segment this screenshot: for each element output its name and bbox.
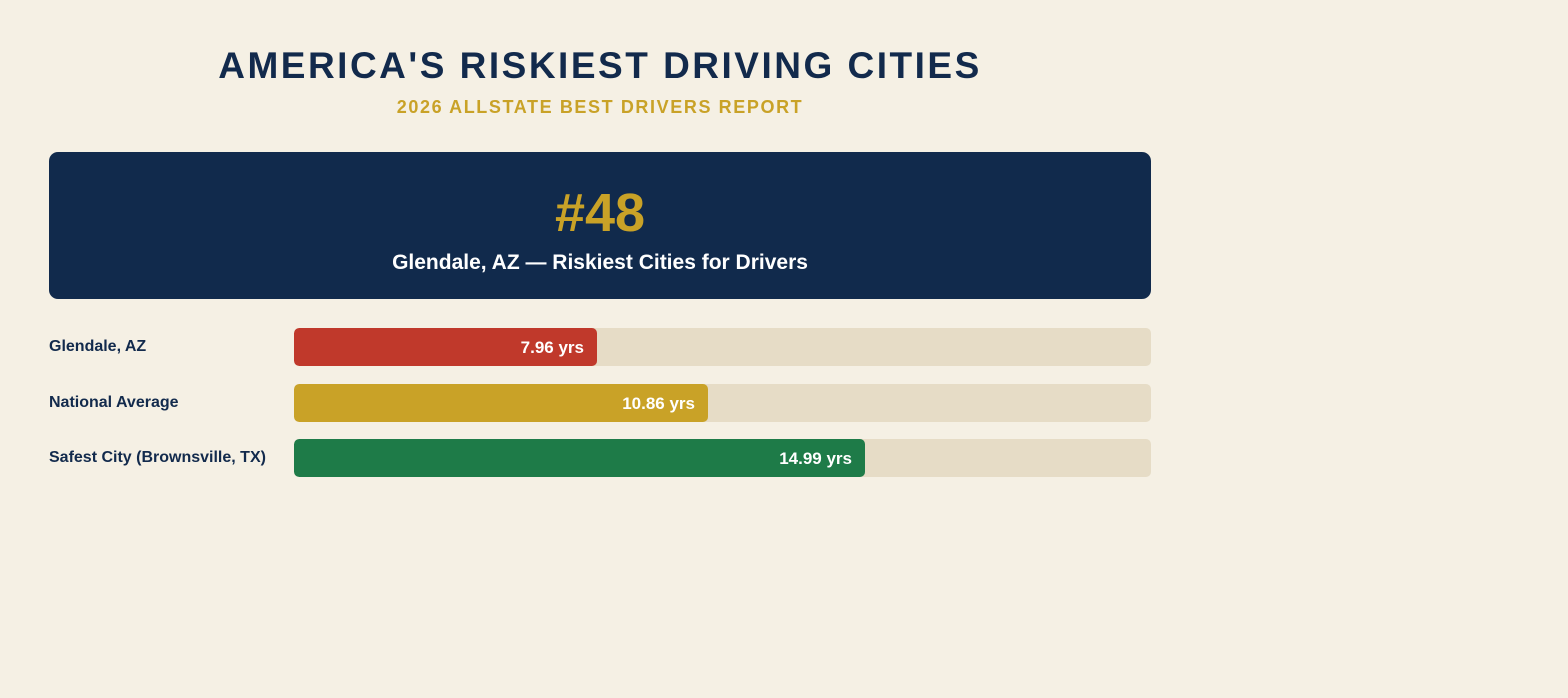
bar-value-label: 7.96 yrs [520, 338, 584, 357]
bar-label: Glendale, AZ [49, 338, 147, 355]
bar-fill: 7.96 yrs [294, 328, 597, 366]
page-title: AMERICA'S RISKIEST DRIVING CITIES [218, 45, 982, 86]
bar-track: 7.96 yrs [294, 328, 1151, 366]
header: AMERICA'S RISKIEST DRIVING CITIES 2026 A… [49, 44, 1151, 118]
bar-row: Glendale, AZ 7.96 yrs [49, 328, 1151, 366]
bar-label: Safest City (Brownsville, TX) [49, 449, 266, 466]
bar-label: National Average [49, 394, 179, 411]
rank-number: #48 [554, 183, 646, 243]
rank-caption: Glendale, AZ — Riskiest Cities for Drive… [392, 251, 808, 274]
bar-row: National Average 10.86 yrs [49, 384, 1151, 422]
comparison-bar-chart: Glendale, AZ 7.96 yrs National Average 10.8… [49, 328, 1151, 478]
bar-track: 10.86 yrs [294, 384, 1151, 422]
bar-fill: 10.86 yrs [294, 384, 708, 422]
bar-value-label: 10.86 yrs [622, 394, 695, 413]
page-subtitle: 2026 ALLSTATE BEST DRIVERS REPORT [396, 97, 804, 117]
bar-value-label: 14.99 yrs [779, 449, 852, 468]
bar-track: 14.99 yrs [294, 439, 1151, 477]
rank-card: #48 Glendale, AZ — Riskiest Cities for D… [49, 152, 1151, 299]
bar-fill: 14.99 yrs [294, 439, 865, 477]
bar-row: Safest City (Brownsville, TX) 14.99 yrs [49, 439, 1151, 477]
